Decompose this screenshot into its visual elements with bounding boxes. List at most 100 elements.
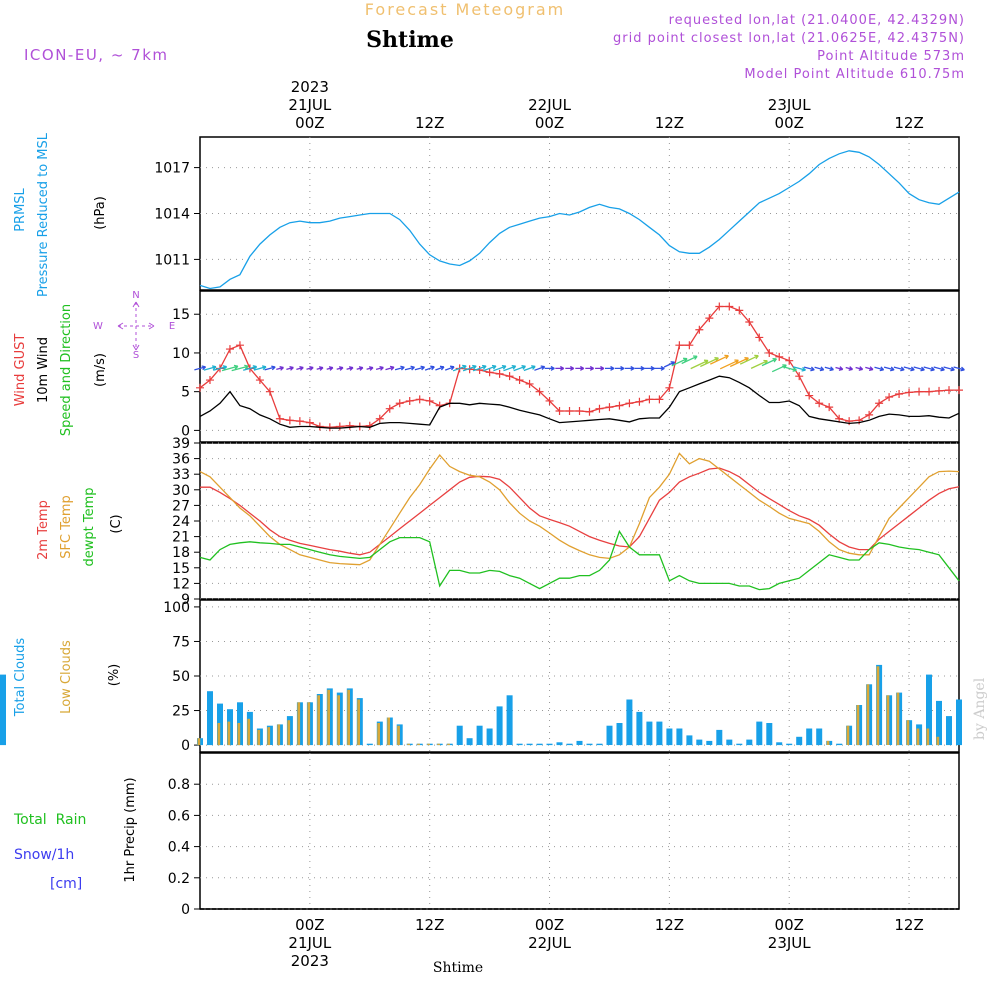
temperature-ytick-label: 21: [172, 530, 190, 546]
temp-label-dewpt: dewpt Temp: [82, 487, 97, 566]
wind-direction-arrow: [316, 366, 324, 371]
pressure-ytick-label: 1014: [154, 207, 190, 223]
gust-point: [395, 399, 404, 408]
low-cloud-bar: [916, 728, 920, 746]
low-cloud-bar: [237, 723, 241, 746]
gust-point: [615, 401, 624, 410]
wind-direction-arrow: [306, 365, 314, 371]
gust-point: [885, 393, 894, 402]
gust-point: [775, 352, 784, 361]
time-axis-label: 23JUL: [768, 934, 811, 952]
low-cloud-bar: [447, 743, 450, 746]
time-axis-label: 22JUL: [528, 934, 571, 952]
low-cloud-bar: [856, 705, 860, 746]
low-cloud-bar: [227, 721, 231, 746]
temperature-ytick-label: 15: [172, 561, 190, 577]
total-cloud-bar: [646, 721, 653, 746]
temperature-ytick-label: 39: [172, 436, 190, 452]
footer-station: Shtime: [433, 960, 483, 976]
wind-direction-arrow: [792, 366, 806, 372]
low-cloud-bar: [387, 717, 390, 746]
total-cloud-bar: [566, 743, 573, 746]
total-cloud-bar: [526, 743, 533, 746]
wind-direction-arrow: [203, 365, 217, 371]
low-cloud-bar: [936, 736, 940, 746]
precip-ytick-label: 0.2: [168, 871, 190, 887]
total-cloud-bar: [806, 728, 813, 746]
gust-point: [265, 387, 274, 396]
clouds-ytick-label: 0: [181, 738, 190, 754]
time-axis-label: 12Z: [894, 114, 923, 132]
wind-direction-arrow: [336, 366, 344, 371]
precip-ytick-label: 0.8: [168, 777, 190, 793]
wind-direction-arrow: [286, 365, 294, 371]
low-cloud-bar: [337, 695, 340, 745]
temp-panel-labels: 2m Temp SFC Temp dewpt Temp (C): [36, 487, 124, 566]
low-cloud-bar: [886, 695, 890, 745]
time-axis-label: 00Z: [535, 916, 564, 934]
temperature-sfc-line: [199, 452, 960, 566]
precip-panel: 0 0.2 0.4 0.6 0.8: [168, 752, 960, 918]
low-cloud-bar: [287, 720, 291, 746]
wind-label-speed-dir: Speed and Direction: [59, 304, 74, 436]
total-cloud-bar: [926, 674, 932, 746]
gust-point: [635, 397, 644, 406]
precip-frame: [199, 752, 960, 910]
total-cloud-bar: [536, 743, 543, 746]
wind-direction-arrow: [771, 364, 787, 373]
wind-direction-arrow: [874, 366, 885, 372]
gust-point: [565, 407, 574, 416]
gust-point: [545, 396, 554, 405]
gust-point: [285, 416, 294, 425]
time-axis-label: 12Z: [415, 114, 444, 132]
gust-point: [935, 386, 944, 395]
gust-point: [415, 395, 424, 404]
wind-direction-arrow: [462, 364, 477, 372]
total-cloud-bar: [936, 700, 942, 746]
wind-direction-arrow: [513, 365, 526, 372]
gust-point: [925, 387, 934, 396]
total-cloud-bar: [816, 728, 823, 746]
gust-point: [865, 410, 874, 419]
low-cloud-bar: [267, 727, 271, 746]
wind-ytick-label: 10: [172, 346, 190, 362]
wind-label-gust: Wind GUST: [13, 334, 28, 407]
low-cloud-bar: [407, 743, 410, 746]
wind-direction-arrow: [243, 365, 258, 371]
wind-panel-labels: Wind GUST 10m Wind Speed and Direction (…: [13, 290, 175, 436]
low-cloud-bar: [377, 723, 380, 746]
precip-label-snow: Snow/1h: [14, 847, 74, 863]
total-cloud-bar: [716, 729, 723, 746]
gust-point: [955, 386, 963, 395]
gust-point: [915, 387, 924, 396]
low-cloud-bar: [247, 718, 251, 746]
requested-coords: requested lon,lat (21.0400E, 42.4329N): [669, 13, 965, 28]
total-cloud-bar: [0, 674, 6, 746]
grid-point-coords: grid point closest lon,lat (21.0625E, 42…: [613, 31, 965, 46]
wind-direction-arrow: [435, 365, 445, 371]
total-cloud-bar: [766, 723, 773, 746]
time-axis-label: 12Z: [655, 114, 684, 132]
wind-frame: [199, 290, 960, 443]
wind-direction-arrow: [444, 365, 455, 371]
temperature-t2m-line: [200, 467, 960, 556]
low-cloud-bar: [417, 743, 420, 746]
low-cloud-bar: [357, 699, 360, 746]
gust-point: [755, 333, 764, 342]
gust-point: [495, 369, 504, 378]
pressure-panel: 1011 1014 1017: [154, 136, 960, 291]
low-cloud-bar: [437, 743, 440, 746]
time-axis-label: 2023: [291, 952, 329, 970]
station-title: Shtime: [366, 27, 454, 53]
wind-direction-arrow: [483, 364, 497, 372]
watermark: by Angel: [972, 677, 988, 740]
total-cloud-bar: [666, 728, 673, 746]
gust-point: [505, 372, 514, 381]
wind-direction-arrow: [394, 365, 405, 371]
wind-direction-arrow: [385, 365, 395, 371]
model-altitude: Model Point Altitude 610.75m: [744, 67, 965, 82]
pressure-label-prmsl: PRMSL: [13, 187, 28, 231]
low-cloud-bar: [427, 743, 430, 746]
clouds-ytick-label: 50: [172, 669, 190, 685]
